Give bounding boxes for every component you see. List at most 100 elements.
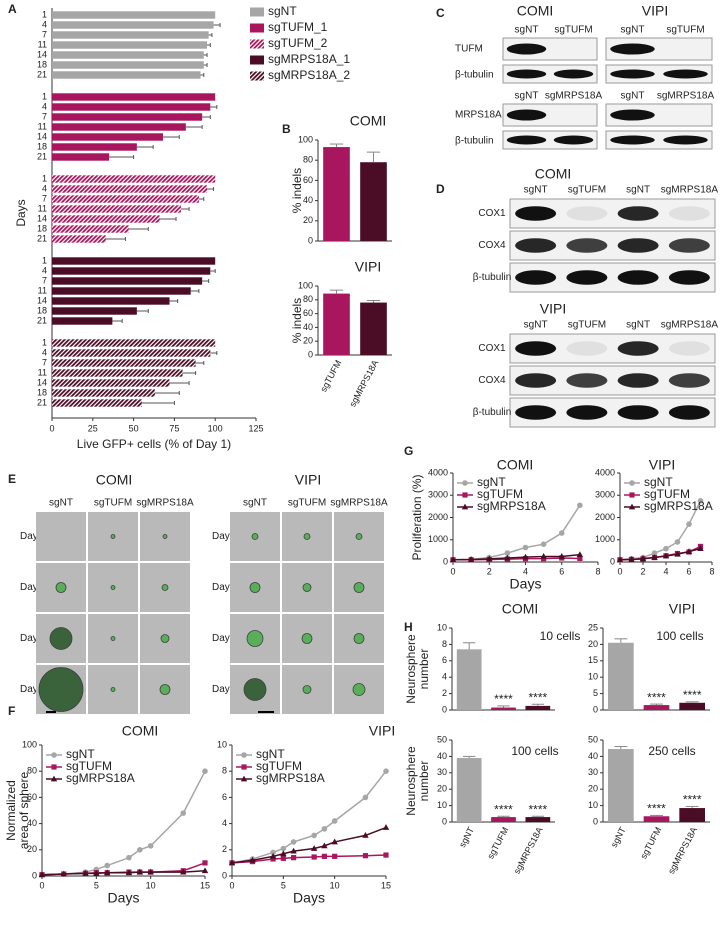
sphere: [110, 534, 116, 539]
legend-label: sgTUFM_1: [268, 20, 328, 34]
data-point: [651, 550, 658, 556]
data-point: [651, 554, 658, 560]
error-bar: [162, 135, 180, 139]
y-tick-label: 10: [588, 672, 598, 682]
series-line: [452, 553, 580, 561]
data-point: [180, 868, 187, 875]
legend-marker: [462, 480, 468, 486]
column-label: sgNT: [243, 498, 267, 509]
legend-swatch: [250, 71, 264, 81]
x-tick-label: 75: [169, 423, 179, 433]
error-bar: [497, 705, 510, 708]
bar: [52, 21, 214, 29]
y-tick-label: 8: [442, 639, 447, 649]
y-tick-label: 7: [42, 275, 47, 285]
error-bar: [685, 805, 699, 809]
lane-label: sgTUFM: [568, 185, 606, 196]
lane-label: sgTUFM: [666, 25, 704, 36]
y-tick-label: 100: [22, 739, 37, 749]
y-tick-label: 50: [437, 734, 447, 744]
error-bar: [154, 391, 180, 395]
legend-label: sgTUFM: [66, 759, 112, 773]
x-tick-label: 15: [381, 880, 391, 890]
y-tick-label: 11: [38, 285, 47, 295]
sphere: [243, 678, 267, 701]
chart-title: VIPI: [649, 457, 675, 473]
legend-label: sgTUFM: [256, 759, 302, 773]
bar: [52, 277, 203, 285]
data-point: [104, 869, 111, 876]
data-point: [697, 498, 704, 504]
y-tick-label: 7: [42, 193, 47, 203]
data-point: [82, 869, 89, 876]
y-tick-label: 21: [37, 151, 47, 161]
error-bar: [136, 145, 154, 149]
error-bar: [202, 279, 210, 283]
y-tick-label: 4: [222, 818, 227, 828]
sphere: [302, 685, 312, 694]
y-tick-label: 6: [222, 792, 227, 802]
sphere: [303, 533, 311, 540]
column-label: sgTUFM: [94, 498, 132, 509]
micrograph: [36, 512, 86, 561]
blot-band: [553, 69, 594, 79]
y-tick-label: 14: [37, 295, 47, 305]
bar: [456, 758, 482, 822]
bar: [52, 175, 216, 183]
data-point: [662, 552, 670, 559]
y-tick-label: 0: [593, 816, 598, 826]
data-point: [104, 862, 110, 869]
panel-label: H: [404, 620, 413, 634]
data-point: [540, 541, 547, 547]
data-point: [486, 555, 493, 562]
x-tick-label: 6: [686, 566, 691, 576]
legend-marker: [461, 503, 469, 510]
data-point: [674, 550, 681, 557]
error-bar: [614, 746, 628, 750]
y-tick-label: 21: [37, 233, 47, 243]
blot-band: [566, 270, 608, 285]
row-label: Day 10: [212, 633, 244, 644]
y-tick-label: 2000: [595, 512, 615, 522]
chart-subtitle: 10 cells: [540, 629, 581, 643]
y-tick-label: 14: [37, 377, 47, 387]
data-point: [136, 868, 143, 875]
series-line: [41, 770, 206, 876]
bar: [52, 359, 196, 367]
legend-label: sgMRPS18A: [256, 771, 325, 785]
error-bar: [207, 43, 211, 47]
significance-label: ****: [683, 688, 702, 702]
bar: [52, 287, 191, 295]
y-tick-label: 60: [27, 792, 37, 802]
error-bar: [202, 115, 211, 119]
blot-band: [566, 341, 608, 356]
y-tick-label: 4000: [595, 467, 615, 477]
y-tick-label: 10: [437, 800, 447, 810]
sphere: [302, 583, 312, 592]
sphere: [161, 584, 169, 591]
x-tick-label: sgNT: [609, 825, 628, 849]
y-tick-label: 14: [37, 213, 47, 223]
y-tick-label: 0: [308, 235, 313, 245]
significance-label: ****: [683, 793, 702, 807]
y-tick-label: 3000: [428, 490, 448, 500]
bar: [52, 93, 216, 101]
data-point: [201, 867, 209, 874]
x-axis-label: Days: [293, 890, 325, 906]
error-bar: [195, 361, 205, 365]
bar: [52, 185, 208, 193]
x-tick-label: 8: [709, 566, 714, 576]
x-tick-label: sgTUFM: [638, 825, 663, 860]
row-label: Day 0: [212, 531, 239, 542]
panel-label: C: [436, 6, 445, 20]
blot-band: [668, 405, 710, 420]
error-bar: [366, 151, 381, 163]
y-tick-label: 25: [588, 622, 598, 632]
lane-label: sgTUFM: [554, 25, 592, 36]
bar: [52, 113, 203, 121]
legend-swatch: [250, 23, 264, 33]
row-label: β-tubulin: [473, 407, 512, 418]
error-bar: [112, 319, 123, 323]
data-point: [686, 521, 692, 527]
bar: [491, 817, 516, 822]
